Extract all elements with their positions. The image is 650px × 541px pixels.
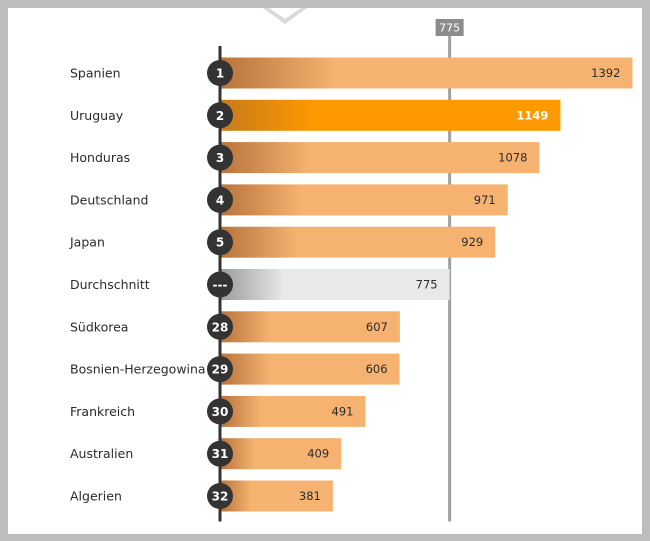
bar-frankreich: [220, 395, 366, 427]
rank-badge: [207, 229, 233, 256]
category-label: Durchschnitt: [70, 277, 150, 292]
category-label: Algerien: [70, 489, 122, 504]
category-label: Bosnien-Herzegowina: [70, 362, 206, 377]
category-label: Südkorea: [70, 319, 128, 334]
rank-badge-label: 3: [216, 151, 224, 165]
average-reference-tag: [435, 19, 464, 36]
rank-badge-label: 28: [212, 320, 229, 334]
chart-frame: 775 1392 Spanien 1149 Uruguay 1078 Honduras 971…: [8, 8, 642, 534]
bar-durchschnitt: [220, 269, 450, 300]
bar-deutschland: [220, 184, 508, 216]
rank-badge: [207, 313, 233, 340]
pointer-notch-inner: [269, 8, 301, 19]
bar-value-label: 381: [299, 489, 321, 503]
bar-value-label: 606: [366, 362, 388, 376]
bar-algerien: [220, 480, 333, 512]
rank-badge-label: 1: [216, 67, 224, 81]
rank-badge-label: 2: [216, 109, 224, 123]
bar-value-label: 1149: [516, 108, 548, 122]
rank-badge: [207, 186, 233, 213]
bar-honduras: [220, 142, 540, 174]
bar-value-label: 607: [366, 320, 388, 334]
rank-badge-label: 29: [212, 363, 229, 377]
category-label: Deutschland: [70, 192, 148, 207]
bar-value-label: 1078: [498, 151, 527, 165]
category-label: Honduras: [70, 150, 130, 165]
rank-badge-label: 30: [212, 405, 229, 419]
rank-badge: [207, 356, 233, 383]
average-reference-tag-label: 775: [439, 22, 460, 35]
bar-japan: [220, 226, 496, 258]
bar-value-label: 929: [461, 235, 483, 249]
rank-badge: [207, 144, 233, 171]
rank-badge: [207, 271, 233, 298]
bar-spanien: [220, 57, 633, 89]
bar-value-label: 1392: [591, 66, 620, 80]
category-label: Japan: [69, 235, 105, 250]
bar-value-label: 775: [416, 278, 438, 292]
rank-badge: [207, 398, 233, 425]
bar-bosnien-herzegowina: [220, 353, 400, 385]
rank-badge-label: 31: [212, 447, 229, 461]
category-label: Spanien: [70, 66, 121, 81]
rank-badge: [207, 440, 233, 467]
bar-australien: [220, 438, 342, 470]
category-label: Frankreich: [70, 404, 135, 419]
rank-badge-label: 32: [212, 490, 229, 504]
category-label: Uruguay: [70, 108, 124, 123]
rank-badge: [207, 483, 233, 509]
bar-s-dkorea: [220, 311, 400, 343]
bar-value-label: 491: [332, 404, 354, 418]
rank-badge-label: ---: [213, 278, 228, 292]
bar-chart: 775 1392 Spanien 1149 Uruguay 1078 Honduras 971…: [69, 19, 633, 522]
bar-value-label: 971: [474, 193, 496, 207]
bar-value-label: 409: [307, 447, 329, 461]
rank-badge: [207, 102, 233, 129]
rank-badge-label: 5: [216, 236, 224, 250]
bar-uruguay: [220, 99, 561, 131]
rank-badge-label: 4: [216, 193, 224, 207]
category-label: Australien: [70, 446, 133, 461]
rank-badge: [207, 60, 233, 86]
